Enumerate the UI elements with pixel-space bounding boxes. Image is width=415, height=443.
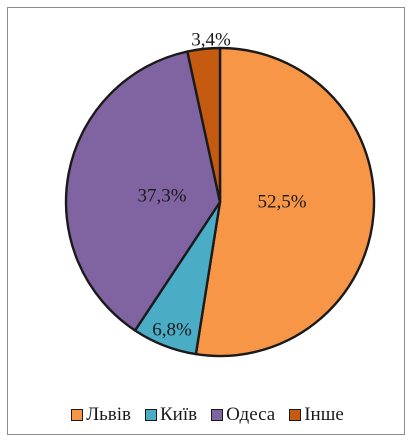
legend-item-odesa: Одеса bbox=[211, 404, 275, 426]
legend: Львів Київ Одеса Інше bbox=[0, 404, 415, 426]
legend-label-odesa: Одеса bbox=[226, 404, 276, 425]
legend-item-kyiv: Київ bbox=[144, 404, 198, 426]
data-label-kyiv: 6,8% bbox=[152, 319, 192, 340]
legend-label-other: Інше bbox=[304, 404, 344, 425]
pie-slice-other bbox=[186, 46, 222, 204]
legend-swatch-odesa bbox=[211, 409, 224, 421]
legend-label-kyiv: Київ bbox=[159, 404, 198, 425]
data-label-other: 3,4% bbox=[191, 29, 231, 50]
pie-slice-odesa bbox=[64, 50, 222, 332]
legend-swatch-lviv bbox=[71, 409, 84, 421]
pie-slice-lviv bbox=[194, 46, 376, 358]
data-label-lviv: 52,5% bbox=[257, 191, 306, 212]
legend-item-lviv: Львів bbox=[71, 404, 131, 426]
legend-label-lviv: Львів bbox=[86, 404, 131, 425]
legend-swatch-kyiv bbox=[144, 409, 157, 421]
legend-item-other: Інше bbox=[289, 404, 344, 426]
legend-swatch-other bbox=[289, 409, 302, 421]
data-label-odesa: 37,3% bbox=[137, 185, 186, 206]
